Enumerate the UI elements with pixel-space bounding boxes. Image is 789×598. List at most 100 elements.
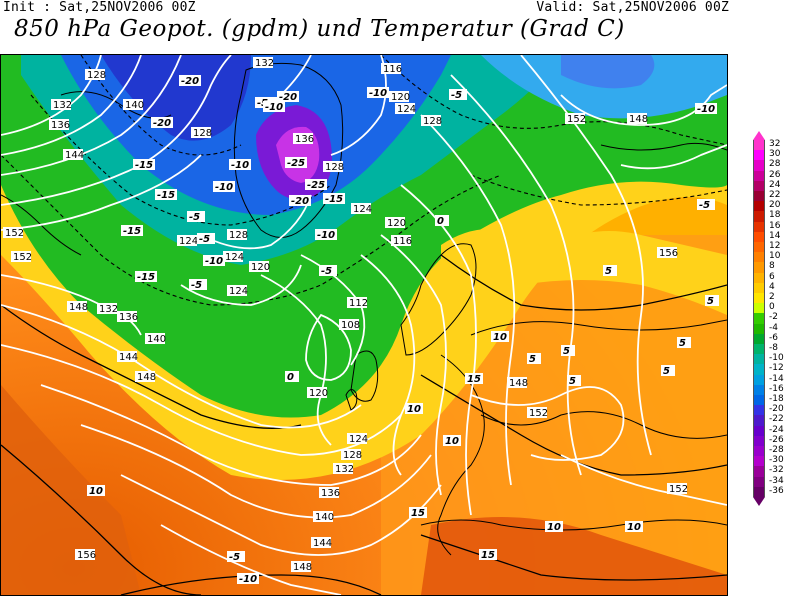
geo-label: 152: [565, 113, 586, 125]
temp-label: -5: [197, 233, 215, 245]
colorbar-swatch: [753, 364, 765, 375]
svg-text:148: 148: [137, 372, 156, 383]
colorbar-swatch: [753, 191, 765, 202]
svg-text:5: 5: [605, 266, 612, 277]
colorbar-swatch: [753, 150, 765, 161]
svg-text:144: 144: [313, 538, 332, 549]
temp-label: -5: [319, 265, 337, 277]
temp-label: 5: [603, 265, 617, 277]
svg-text:-5: -5: [321, 266, 332, 277]
temp-label: -10: [367, 87, 389, 99]
colorbar-swatch: [753, 435, 765, 446]
colorbar-swatch: [753, 344, 765, 355]
colorbar-swatch: [753, 170, 765, 181]
svg-text:136: 136: [51, 120, 70, 131]
colorbar-label: -14: [769, 373, 784, 384]
geo-label: 136: [117, 311, 138, 323]
geo-label: 128: [323, 161, 344, 173]
temp-label: -5: [187, 211, 205, 223]
svg-text:-25: -25: [307, 180, 325, 191]
svg-text:-5: -5: [451, 90, 462, 101]
svg-text:108: 108: [341, 320, 360, 331]
temp-label: -15: [133, 159, 155, 171]
svg-text:132: 132: [335, 464, 354, 475]
svg-text:-15: -15: [325, 194, 343, 205]
geo-label: 140: [313, 511, 334, 523]
svg-text:156: 156: [77, 550, 96, 561]
colorbar-swatch: [753, 252, 765, 263]
svg-text:124: 124: [353, 204, 372, 215]
svg-text:132: 132: [99, 304, 118, 315]
colorbar-swatch: [753, 333, 765, 344]
svg-text:120: 120: [251, 262, 270, 273]
colorbar-label: -6: [769, 332, 778, 343]
svg-text:10: 10: [547, 522, 561, 533]
colorbar-swatch: [753, 476, 765, 487]
colorbar-swatch: [753, 180, 765, 191]
svg-text:15: 15: [467, 374, 481, 385]
temperature-field-sahara: [421, 517, 727, 595]
svg-text:128: 128: [87, 70, 106, 81]
svg-text:-5: -5: [229, 552, 240, 563]
temp-label: 15: [465, 373, 483, 385]
temp-label: -10: [237, 573, 259, 585]
geo-label: 128: [227, 229, 248, 241]
geo-label: 144: [117, 351, 138, 363]
colorbar-label: -12: [769, 363, 784, 374]
temperature-field-subtropic: [1, 385, 141, 595]
colorbar-label: -32: [769, 465, 784, 476]
colorbar-label: -22: [769, 414, 784, 425]
geo-label: 132: [51, 99, 72, 111]
svg-text:15: 15: [481, 550, 495, 561]
colorbar-label: 0: [769, 302, 775, 313]
svg-text:5: 5: [663, 366, 670, 377]
colorbar-swatch: [753, 415, 765, 426]
colorbar-label: 12: [769, 241, 781, 251]
temp-label: -25: [285, 157, 307, 169]
colorbar-label: -36: [769, 485, 784, 496]
svg-text:128: 128: [343, 450, 362, 461]
svg-text:128: 128: [325, 162, 344, 173]
geo-label: 124: [177, 235, 198, 247]
svg-text:5: 5: [707, 296, 714, 307]
geo-label: 144: [311, 537, 332, 549]
temp-label: 10: [87, 485, 105, 497]
colorbar-swatch: [753, 231, 765, 242]
temp-label: -15: [135, 271, 157, 283]
svg-text:-5: -5: [257, 98, 268, 109]
temp-label: -20: [151, 117, 173, 129]
temp-label: -15: [155, 189, 177, 201]
temp-label: -10: [315, 229, 337, 241]
colorbar-label: 6: [769, 271, 775, 282]
temp-label: -20: [277, 91, 299, 103]
svg-text:15: 15: [411, 508, 425, 519]
geo-label: 136: [319, 487, 340, 499]
svg-text:-10: -10: [265, 102, 283, 113]
geo-label: 156: [75, 549, 96, 561]
colorbar-label: -2: [769, 312, 778, 323]
geo-label: 148: [627, 113, 648, 125]
colorbar-label: -20: [769, 404, 784, 415]
geo-label: 124: [227, 285, 248, 297]
geo-label: 124: [395, 103, 416, 115]
temp-label: 5: [661, 365, 675, 377]
svg-text:-5: -5: [189, 212, 200, 223]
svg-text:132: 132: [53, 100, 72, 111]
svg-text:140: 140: [147, 334, 166, 345]
svg-text:-10: -10: [205, 256, 223, 267]
svg-text:-20: -20: [181, 76, 199, 87]
svg-text:0: 0: [287, 372, 294, 383]
colorbar-label: 28: [769, 159, 781, 170]
map-canvas: 128 132 140 136 144 128 132 136 128 116 …: [1, 55, 727, 595]
temp-label: -15: [323, 193, 345, 205]
colorbar-swatch: [753, 242, 765, 253]
colorbar-label: 24: [769, 179, 781, 190]
colorbar-swatch: [753, 282, 765, 293]
geo-label: 156: [657, 247, 678, 259]
geo-label: 128: [421, 115, 442, 127]
svg-text:-15: -15: [157, 190, 175, 201]
colorbar-swatch: [753, 201, 765, 212]
temperature-field-scandinavia: [441, 229, 727, 315]
init-time-label: Init : Sat,25NOV2006 00Z: [3, 0, 196, 15]
svg-text:148: 148: [293, 562, 312, 573]
